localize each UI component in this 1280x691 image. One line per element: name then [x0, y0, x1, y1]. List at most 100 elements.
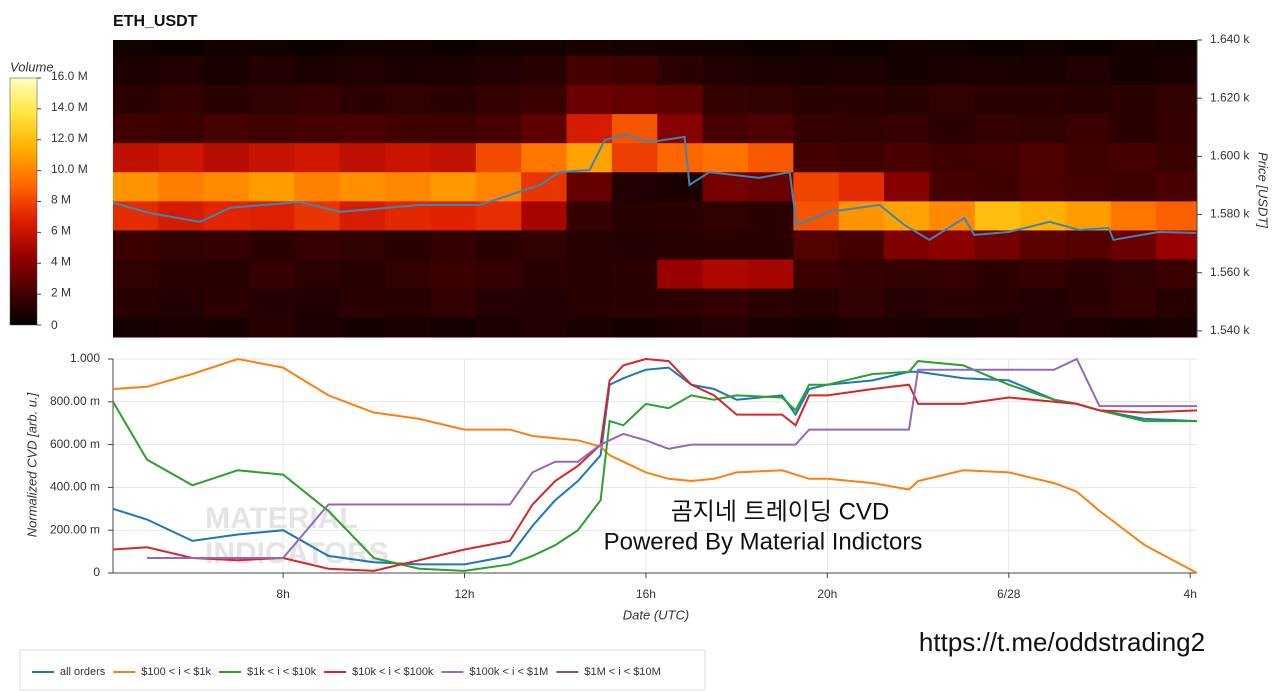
- price-line: [113, 133, 1197, 241]
- heatmap-cell: [611, 55, 658, 86]
- heatmap-cell: [611, 288, 658, 318]
- cvd-line: [112, 357, 1198, 572]
- heatmap-cell: [884, 113, 930, 144]
- heatmap-cell: [974, 259, 1021, 289]
- heatmap-cell: [884, 55, 930, 86]
- heatmap-cell: [430, 84, 477, 115]
- colorbar-tick-label: 12.0 M: [51, 131, 88, 145]
- heatmap-cell: [113, 317, 159, 338]
- cvd-line: [147, 357, 1197, 559]
- heatmap-cell: [1020, 171, 1066, 202]
- heatmap-cell: [475, 55, 522, 86]
- heatmap-cell: [657, 113, 704, 144]
- heatmap-cell: [475, 40, 522, 56]
- heatmap-cell: [793, 317, 840, 338]
- heatmap-cell: [1065, 84, 1112, 115]
- y-tick-label: 400.00 m: [50, 480, 100, 494]
- heatmap-cell: [1110, 259, 1157, 289]
- heatmap-cell: [838, 259, 885, 289]
- heatmap-cell: [838, 40, 885, 56]
- heatmap-cell: [294, 55, 341, 86]
- heatmap-cell: [385, 259, 431, 289]
- heatmap-cell: [611, 200, 658, 231]
- heatmap-cell: [339, 84, 386, 115]
- heatmap-cell: [566, 229, 613, 260]
- heatmap-cell: [430, 40, 477, 56]
- colorbar-tick-label: 8 M: [51, 193, 71, 207]
- heatmap-cell: [929, 142, 976, 173]
- heatmap-cell: [566, 171, 613, 202]
- heatmap-cell: [1065, 259, 1112, 289]
- heatmap-cell: [203, 142, 250, 173]
- heatmap-cell: [249, 142, 295, 173]
- x-tick-label: 16h: [636, 587, 656, 601]
- heatmap-cell: [249, 171, 295, 202]
- heatmap-cell: [521, 317, 568, 338]
- heatmap-cell: [339, 229, 386, 260]
- heatmap-cell: [793, 142, 840, 173]
- heatmap-cell: [611, 259, 658, 289]
- legend-label: $1M < i < $10M: [584, 666, 660, 678]
- heatmap-cell: [793, 40, 840, 56]
- heatmap-cell: [249, 113, 295, 144]
- heatmap-cell: [566, 40, 613, 56]
- heatmap-cell: [747, 259, 794, 289]
- heatmap-cell: [521, 84, 568, 115]
- colorbar-tick-label: 0: [51, 318, 58, 332]
- heatmap-cell: [1065, 171, 1112, 202]
- chart-title: ETH_USDT: [113, 13, 198, 30]
- y-axis-label: Normalized CVD [arb. u.]: [24, 392, 39, 537]
- heatmap-cell: [702, 84, 749, 115]
- heatmap-cell: [430, 288, 477, 318]
- heatmap-cell: [158, 288, 205, 318]
- heatmap-cell: [747, 200, 794, 231]
- y-tick-label: 1.580 k: [1210, 207, 1250, 221]
- heatmap-cell: [929, 259, 976, 289]
- heatmap-cell: [158, 55, 205, 86]
- heatmap-cell: [158, 84, 205, 115]
- heatmap-cell: [339, 171, 386, 202]
- cvd-line: [112, 357, 1198, 574]
- heatmap-cell: [838, 171, 885, 202]
- heatmap-cell: [657, 288, 704, 318]
- heatmap-cell: [1156, 113, 1198, 144]
- heatmap-cell: [838, 288, 885, 318]
- x-axis-label: Date (UTC): [623, 607, 689, 622]
- heatmap-cell: [747, 288, 794, 318]
- heatmap-cell: [203, 229, 250, 260]
- heatmap-cell: [1020, 200, 1066, 231]
- annotation: 곰지네 트레이딩 CVD: [671, 498, 890, 525]
- heatmap-cell: [1065, 113, 1112, 144]
- colorbar-tick-label: 14.0 M: [51, 100, 88, 114]
- colorbar: [9, 77, 38, 326]
- heatmap-cell: [793, 113, 840, 144]
- heatmap-cell: [1020, 55, 1066, 86]
- heatmap-cell: [702, 40, 749, 56]
- heatmap-cell: [702, 317, 749, 338]
- heatmap-cell: [1110, 317, 1157, 338]
- heatmap-cell: [566, 317, 613, 338]
- footer-link[interactable]: https://t.me/oddstrading2: [919, 627, 1205, 657]
- heatmap-cell: [203, 171, 250, 202]
- y-tick-label: 1.640 k: [1210, 32, 1250, 46]
- heatmap-cell: [158, 171, 205, 202]
- heatmap-cell: [702, 142, 749, 173]
- heatmap-cell: [249, 55, 295, 86]
- heatmap-cell: [1020, 259, 1066, 289]
- heatmap-cell: [1110, 113, 1157, 144]
- heatmap-cell: [657, 317, 704, 338]
- heatmap-cell: [657, 84, 704, 115]
- y-tick-label: 800.00 m: [50, 394, 100, 408]
- heatmap-cell: [385, 40, 431, 56]
- heatmap-cell: [430, 113, 477, 144]
- heatmap-cell: [884, 288, 930, 318]
- heatmap-cell: [521, 55, 568, 86]
- heatmap-cell: [1020, 113, 1066, 144]
- heatmap-cell: [158, 317, 205, 338]
- heatmap-cell: [884, 40, 930, 56]
- heatmap-cell: [793, 288, 840, 318]
- heatmap-cell: [566, 142, 613, 173]
- heatmap-cell: [385, 229, 431, 260]
- colorbar-tick-label: 16.0 M: [51, 69, 88, 83]
- heatmap-cell: [974, 55, 1021, 86]
